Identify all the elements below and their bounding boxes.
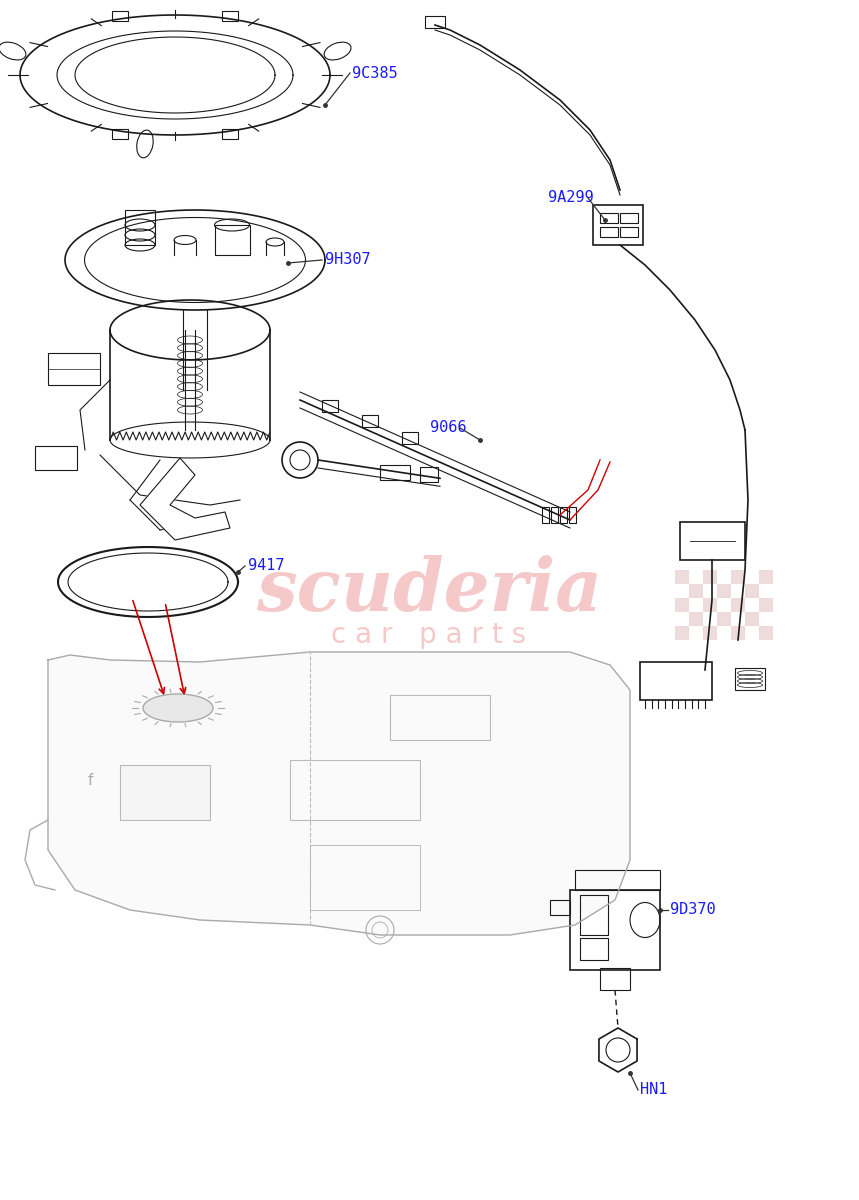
Bar (580, 938, 608, 960)
Bar (745, 584, 759, 598)
Polygon shape (599, 1028, 637, 1072)
Bar (215, 226, 250, 254)
Bar (620, 227, 638, 236)
Bar (593, 205, 643, 245)
Bar (675, 598, 689, 612)
Polygon shape (48, 652, 630, 935)
Bar (570, 890, 660, 970)
Bar (640, 662, 712, 700)
Bar (575, 870, 660, 890)
Bar (731, 598, 745, 612)
Bar (380, 464, 410, 480)
Polygon shape (140, 458, 230, 540)
Bar (290, 760, 420, 820)
Bar (222, 11, 238, 20)
Bar (600, 968, 630, 990)
Bar (322, 400, 338, 412)
Bar (703, 570, 717, 584)
Bar (620, 214, 638, 223)
Bar (310, 845, 420, 910)
Text: 9D370: 9D370 (670, 902, 716, 918)
Bar (759, 598, 773, 612)
Bar (120, 766, 210, 820)
Ellipse shape (143, 694, 213, 722)
Bar (120, 766, 210, 820)
Bar (362, 415, 378, 427)
Bar (703, 598, 717, 612)
Bar (735, 668, 765, 690)
Bar (600, 227, 618, 236)
Bar (600, 214, 618, 223)
Bar (35, 446, 77, 470)
Bar (717, 612, 731, 626)
Text: 9A299: 9A299 (548, 191, 594, 205)
Bar (675, 570, 689, 584)
Bar (560, 506, 567, 523)
Bar (759, 626, 773, 640)
Bar (731, 570, 745, 584)
Bar (542, 506, 549, 523)
Bar (703, 626, 717, 640)
Bar (689, 584, 703, 598)
Text: 9H307: 9H307 (325, 252, 370, 268)
Bar (717, 584, 731, 598)
Bar (680, 522, 745, 560)
Text: scuderia: scuderia (256, 554, 602, 625)
Bar (551, 506, 558, 523)
Text: f: f (88, 773, 94, 788)
Text: 9C385: 9C385 (352, 66, 398, 80)
Text: 9417: 9417 (248, 558, 284, 574)
Bar (420, 467, 438, 482)
Bar (402, 432, 418, 444)
Bar (550, 900, 570, 914)
Bar (425, 16, 445, 28)
Bar (580, 895, 608, 935)
Bar (390, 695, 490, 740)
Bar (675, 626, 689, 640)
Bar (113, 11, 128, 20)
Text: c a r   p a r t s: c a r p a r t s (332, 622, 527, 649)
Bar (759, 570, 773, 584)
Bar (745, 612, 759, 626)
Bar (125, 210, 155, 245)
Text: 9066: 9066 (430, 420, 466, 436)
Bar (48, 353, 100, 385)
Bar (731, 626, 745, 640)
Bar (569, 506, 576, 523)
Bar (222, 130, 238, 139)
Bar (689, 612, 703, 626)
Bar (113, 130, 128, 139)
Text: HN1: HN1 (640, 1082, 667, 1098)
